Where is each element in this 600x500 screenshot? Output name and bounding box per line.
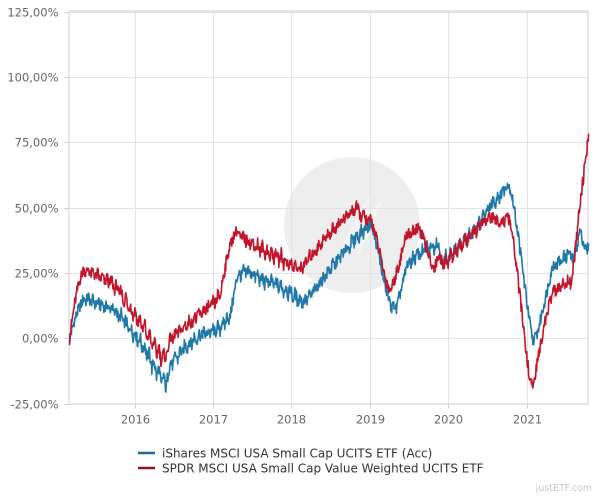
series-line-spdr xyxy=(68,133,590,389)
ytick-label: -25,00% xyxy=(11,398,59,412)
legend-item-red[interactable]: SPDR MSCI USA Small Cap Value Weighted U… xyxy=(138,462,484,476)
ytick-label: 125,00% xyxy=(7,6,58,20)
xtick-label: 2016 xyxy=(121,413,150,427)
xtick-label: 2017 xyxy=(199,413,228,427)
legend-item-blue[interactable]: iShares MSCI USA Small Cap UCITS ETF (Ac… xyxy=(138,447,432,461)
footer-brand-justetf[interactable]: justETF.com xyxy=(535,483,592,494)
legend-label-red: SPDR MSCI USA Small Cap Value Weighted U… xyxy=(162,462,484,476)
ytick-label: 25,00% xyxy=(15,267,59,281)
xtick-label: 2020 xyxy=(434,413,463,427)
series-line-ishares xyxy=(68,182,590,393)
ytick-label: 75,00% xyxy=(15,136,59,150)
ytick-label: 50,00% xyxy=(15,202,59,216)
ytick-label: 100,00% xyxy=(7,71,58,85)
xtick-label: 2021 xyxy=(513,413,542,427)
ytick-label: 0,00% xyxy=(22,332,59,346)
legend-label-blue: iShares MSCI USA Small Cap UCITS ETF (Ac… xyxy=(162,447,432,461)
xtick-label: 2019 xyxy=(356,413,385,427)
xtick-label: 2018 xyxy=(277,413,306,427)
